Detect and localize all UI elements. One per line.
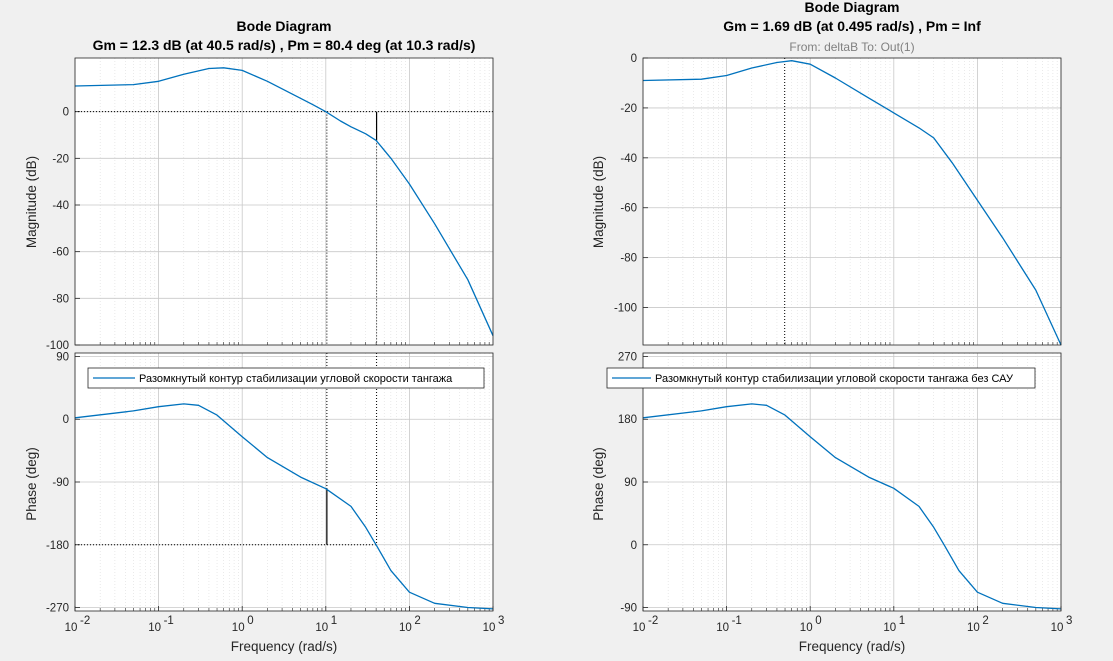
y-tick-label: 0 [63, 414, 69, 426]
x-tick-exponent: 2 [982, 615, 988, 627]
y-tick-label: -40 [52, 200, 69, 212]
y-tick-label: -90 [52, 477, 69, 489]
left-magnitude-ylabel: Magnitude (dB) [24, 156, 39, 248]
y-tick-label: -80 [52, 293, 69, 305]
right-subtitle: Gm = 1.69 dB (at 0.495 rad/s) , Pm = Inf [723, 18, 981, 34]
x-tick-exponent: 1 [899, 615, 905, 627]
right-phase-curve[interactable] [642, 403, 1062, 610]
x-tick-label: 10 [633, 622, 646, 634]
y-tick-label: -90 [620, 603, 637, 615]
y-tick-label: 90 [56, 351, 69, 363]
x-tick-label: 10 [148, 622, 161, 634]
left-legend[interactable]: Разомкнутый контур стабилизации угловой … [87, 367, 485, 389]
x-tick-label: 10 [883, 622, 896, 634]
x-tick-exponent: -2 [80, 615, 90, 627]
right-magnitude-ylabel: Magnitude (dB) [591, 156, 606, 248]
x-tick-exponent: 3 [1066, 615, 1072, 627]
left-magnitude-axes[interactable]: -100 -80 -60 -40 -20 0 [46, 57, 494, 352]
y-tick-label: 270 [618, 351, 637, 363]
right-xlabel: Frequency (rad/s) [799, 639, 906, 654]
y-tick-label: 0 [631, 540, 637, 552]
axes-frame [642, 352, 1062, 612]
y-tick-label: -180 [46, 540, 69, 552]
y-tick-label: -80 [620, 253, 637, 265]
right-magnitude-plot-area [643, 58, 1061, 345]
x-tick-exponent: -1 [164, 615, 174, 627]
axes-frame [642, 57, 1062, 346]
left-magnitude-plot-area [75, 58, 493, 345]
y-tick-label: -60 [620, 203, 637, 215]
y-tick-label: -100 [614, 303, 637, 315]
y-tick-label: 0 [631, 53, 637, 65]
left-title: Bode Diagram [237, 18, 332, 34]
x-tick-label: 10 [232, 622, 245, 634]
x-tick-label: 10 [716, 622, 729, 634]
left-phase-ylabel: Phase (deg) [24, 447, 39, 521]
x-tick-label: 10 [65, 622, 78, 634]
x-tick-exponent: 3 [498, 615, 504, 627]
x-tick-exponent: 0 [247, 615, 253, 627]
left-legend-label: Разомкнутый контур стабилизации угловой … [139, 373, 453, 385]
y-tick-label: -270 [46, 603, 69, 615]
y-tick-label: -20 [52, 153, 69, 165]
y-tick-label: -60 [52, 247, 69, 259]
left-bode-diagram: Bode Diagram Gm = 12.3 dB (at 40.5 rad/s… [24, 18, 504, 654]
x-tick-label: 10 [800, 622, 813, 634]
x-tick-label: 10 [967, 622, 980, 634]
right-magnitude-curve[interactable] [642, 60, 1062, 346]
axes-frame [74, 352, 494, 612]
x-tick-exponent: 0 [815, 615, 821, 627]
x-tick-label: 10 [1051, 622, 1064, 634]
y-tick-label: 0 [63, 107, 69, 119]
y-tick-label: -40 [620, 153, 637, 165]
left-phase-curve[interactable] [74, 403, 494, 610]
left-magnitude-curve[interactable] [74, 67, 494, 336]
right-io-label: From: deltaB To: Out(1) [789, 40, 914, 54]
right-legend[interactable]: Разомкнутый контур стабилизации угловой … [606, 367, 1036, 389]
x-tick-exponent: -1 [732, 615, 742, 627]
y-tick-label: -100 [46, 340, 69, 352]
x-tick-exponent: 1 [331, 615, 337, 627]
right-bode-diagram: Bode Diagram Gm = 1.69 dB (at 0.495 rad/… [591, 0, 1072, 654]
x-tick-label: 10 [315, 622, 328, 634]
right-legend-label: Разомкнутый контур стабилизации угловой … [655, 373, 1014, 385]
y-tick-label: 180 [618, 414, 637, 426]
y-tick-label: -20 [620, 103, 637, 115]
y-tick-label: 90 [624, 477, 637, 489]
x-tick-exponent: 2 [414, 615, 420, 627]
right-phase-ylabel: Phase (deg) [591, 447, 606, 521]
x-tick-label: 10 [483, 622, 496, 634]
axes-frame [74, 57, 494, 346]
x-tick-label: 10 [399, 622, 412, 634]
left-xlabel: Frequency (rad/s) [231, 639, 338, 654]
left-subtitle: Gm = 12.3 dB (at 40.5 rad/s) , Pm = 80.4… [93, 37, 476, 53]
right-title: Bode Diagram [805, 0, 900, 15]
right-magnitude-axes[interactable]: -100 -80 -60 -40 -20 0 [614, 53, 1062, 346]
x-tick-exponent: -2 [648, 615, 658, 627]
